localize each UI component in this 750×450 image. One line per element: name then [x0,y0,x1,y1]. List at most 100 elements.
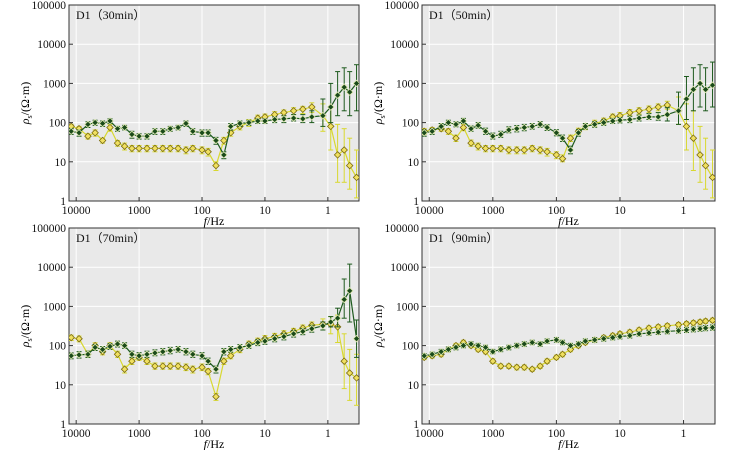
data-point-filled-diamond [422,352,428,360]
plot-background [69,5,359,201]
data-point-filled-diamond [599,118,608,127]
data-point-open-diamond [98,136,107,145]
x-axis-label: f/Hz [204,214,225,228]
data-point-open-diamond [474,142,482,150]
data-point-filled-diamond [128,350,136,359]
data-point-filled-diamond [536,120,544,129]
y-tick-label: 1000 [396,78,419,90]
data-point-filled-diamond [513,124,521,133]
data-point-filled-diamond [174,123,182,132]
data-point-open-diamond [543,148,551,156]
data-point-open-diamond [352,173,359,182]
data-point-filled-diamond [467,340,475,348]
chart-panel-1: 10000 1000 100 10 1 1 10 100 1000 10000 100000 D1（3… [18,0,360,228]
data-point-filled-diamond [198,352,206,360]
data-point-filled-diamond [552,129,561,137]
data-point-open-diamond [543,357,551,365]
y-tick-label: 1 [413,196,419,208]
data-point-filled-diamond [106,117,114,125]
x-tick-label: 1000 [128,205,151,217]
data-point-filled-diamond [280,332,288,341]
y-axis-label: ρs/(Ω·m) [18,305,34,348]
data-point-open-diamond [645,105,653,113]
data-point-filled-diamond [182,119,190,128]
y-tick-label: 100 [49,341,67,353]
data-point-filled-diamond [308,113,316,121]
data-point-open-diamond [166,144,174,153]
data-point-filled-diamond [654,328,663,336]
data-point-filled-diamond [166,346,174,355]
data-point-filled-diamond [340,295,348,304]
data-point-filled-diamond [590,336,599,344]
chart-panel-4: 10000 1000 100 10 1 1 10 100 1000 10000 100000 D1（9… [371,223,716,450]
data-point-open-diamond [345,161,354,170]
data-point-filled-diamond [270,115,279,124]
data-point-open-diamond [204,148,212,156]
data-point-filled-diamond [474,341,482,350]
data-point-open-diamond [106,123,114,132]
data-point-open-diamond [444,127,453,136]
data-point-open-diamond [701,161,710,170]
data-point-filled-diamond [135,132,143,140]
data-point-filled-diamond [696,324,704,333]
data-point-open-diamond [345,369,354,377]
y-tick-label: 1000 [396,301,419,313]
data-point-open-diamond [120,142,129,150]
data-point-filled-diamond [536,340,544,348]
data-point-filled-diamond [505,126,513,134]
y-tick-label: 100 [402,118,420,130]
data-point-filled-diamond [663,110,672,119]
data-point-filled-diamond [120,341,129,350]
plot-background [422,5,715,201]
y-tick-label: 10000 [390,39,419,51]
data-point-open-diamond [552,353,561,362]
data-point-filled-diamond [513,341,521,350]
panel-title: D1（30min） [76,8,145,22]
data-point-filled-diamond [444,118,453,127]
data-point-filled-diamond [689,325,698,334]
data-layer [69,263,359,406]
data-point-open-diamond [289,107,298,115]
data-point-filled-diamond [106,342,114,351]
data-point-open-diamond [128,144,136,153]
y-tick-label: 10000 [37,262,66,274]
data-point-filled-diamond [226,122,235,131]
data-point-filled-diamond [437,347,445,356]
data-point-open-diamond [654,103,663,111]
x-tick-label: 10 [614,205,626,217]
data-point-open-diamond [481,144,490,153]
data-point-filled-diamond [319,322,327,330]
y-tick-label: 10 [55,157,67,169]
data-point-open-diamond [505,362,513,370]
data-point-filled-diamond [69,352,75,360]
data-point-filled-diamond [543,123,551,132]
data-point-filled-diamond [299,115,307,123]
data-point-open-diamond [352,374,359,382]
data-point-filled-diamond [444,345,453,354]
data-point-filled-diamond [289,330,298,338]
data-point-filled-diamond [701,85,710,94]
data-point-filled-diamond [261,337,269,345]
data-point-filled-diamond [645,329,653,337]
data-point-filled-diamond [467,124,475,133]
data-point-filled-diamond [552,336,561,344]
data-point-filled-diamond [270,334,279,343]
data-point-open-diamond [212,392,220,401]
y-tick-label: 1 [60,196,66,208]
data-point-open-diamond [159,144,167,153]
data-point-filled-diamond [220,151,228,159]
data-point-filled-diamond [590,120,599,129]
data-point-filled-diamond [599,334,608,343]
data-point-filled-diamond [254,338,262,347]
data-point-filled-diamond [254,117,262,125]
data-point-filled-diamond [689,85,698,94]
x-tick-label: 1 [681,205,687,217]
data-point-filled-diamond [333,314,342,322]
data-point-open-diamond [182,363,190,372]
data-point-filled-diamond [308,324,316,333]
data-point-open-diamond [635,107,643,115]
y-axis-label: ρs/(Ω·m) [371,305,387,348]
data-point-open-diamond [528,144,536,153]
data-point-open-diamond [467,139,475,147]
data-point-open-diamond [151,362,159,370]
